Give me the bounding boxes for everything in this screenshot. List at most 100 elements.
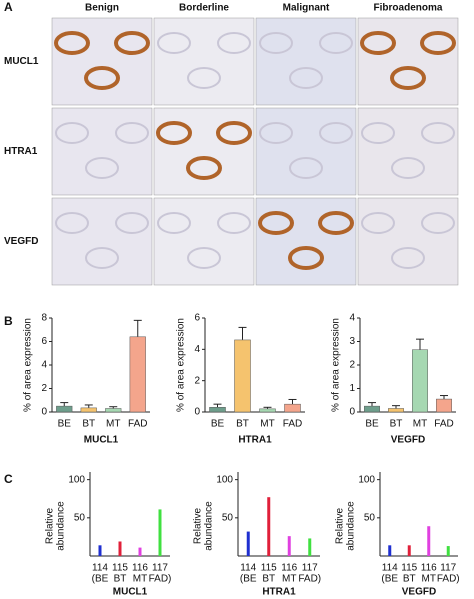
x-axis-title: MUCL1: [84, 435, 119, 446]
bar: [284, 403, 301, 413]
y-axis-title: % of area expression: [331, 318, 342, 412]
tissue-gland: [217, 212, 251, 234]
x-tick-label: 115: [401, 563, 417, 574]
tissue-gland: [318, 211, 354, 235]
tissue-gland: [85, 247, 119, 269]
y-tick-label: 4: [41, 360, 47, 371]
bar: [308, 538, 312, 556]
bar: [234, 339, 251, 413]
tissue-gland: [85, 157, 119, 179]
tissue-gland: [157, 212, 191, 234]
bar: [388, 545, 392, 556]
y-tick-label: 100: [358, 474, 375, 485]
micrograph: [51, 107, 153, 196]
x-tick-sublabel: BT: [403, 574, 416, 585]
tissue-gland: [361, 212, 395, 234]
x-tick-label: MT: [413, 419, 427, 430]
column-header: Borderline: [179, 3, 229, 14]
bar: [105, 408, 122, 413]
y-tick-label: 6: [194, 313, 200, 324]
y-tick-label: 6: [41, 336, 47, 347]
x-tick-label: BE: [58, 419, 72, 430]
x-tick-label: MT: [260, 419, 274, 430]
x-tick-label: BT: [390, 419, 403, 430]
x-tick-sublabel: (BE: [381, 574, 398, 585]
x-tick-sublabel: FAD): [149, 574, 172, 585]
y-tick-label: 0: [194, 407, 200, 418]
tissue-gland: [390, 66, 426, 90]
tissue-gland: [391, 157, 425, 179]
x-tick-label: 115: [261, 563, 277, 574]
x-tick-sublabel: MT: [133, 574, 147, 585]
x-tick-label: BT: [82, 419, 95, 430]
y-tick-label: 2: [194, 375, 200, 386]
x-tick-label: BE: [365, 419, 379, 430]
y-tick-label: 2: [41, 383, 47, 394]
micrograph: [357, 107, 459, 196]
tissue-gland: [115, 212, 149, 234]
x-tick-label: 117: [152, 563, 168, 574]
x-tick-label: 115: [112, 563, 128, 574]
bar: [287, 536, 291, 556]
x-tick-label: 114: [92, 563, 108, 574]
x-tick-label: 116: [421, 563, 437, 574]
tissue-gland: [288, 246, 324, 270]
x-tick-label: FAD: [128, 419, 147, 430]
y-tick-label: 50: [222, 512, 234, 523]
x-axis-title: HTRA1: [262, 587, 296, 598]
bar: [209, 407, 226, 413]
x-axis-title: VEGFD: [402, 587, 436, 598]
y-axis-title: % of area expression: [23, 318, 34, 412]
tissue-gland: [259, 122, 293, 144]
tissue-gland: [216, 121, 252, 145]
bar: [259, 408, 276, 413]
y-tick-label: 3: [349, 336, 355, 347]
micrograph: [153, 197, 255, 286]
tissue-gland: [55, 122, 89, 144]
tissue-gland: [421, 212, 455, 234]
panel-label: A: [4, 0, 13, 14]
x-tick-label: 117: [302, 563, 318, 574]
x-tick-label: 114: [240, 563, 256, 574]
y-axis-title: Relative: [335, 508, 346, 545]
x-axis-title: VEGFD: [391, 435, 425, 446]
x-tick-sublabel: FAD): [298, 574, 321, 585]
y-tick-label: 50: [74, 512, 86, 523]
micrograph: [357, 17, 459, 106]
x-tick-label: BE: [211, 419, 225, 430]
tissue-gland: [156, 121, 192, 145]
y-axis-title: abundance: [204, 501, 215, 551]
tissue-gland: [186, 156, 222, 180]
x-axis-title: MUCL1: [113, 587, 148, 598]
tissue-gland: [289, 67, 323, 89]
tissue-gland: [319, 32, 353, 54]
x-tick-sublabel: (BE: [240, 574, 257, 585]
tissue-gland: [421, 122, 455, 144]
bar: [246, 531, 250, 556]
micrograph: [51, 197, 153, 286]
x-tick-label: FAD: [434, 419, 453, 430]
micrograph: [51, 17, 153, 106]
tissue-gland: [187, 247, 221, 269]
x-tick-label: 117: [440, 563, 456, 574]
tissue-gland: [360, 31, 396, 55]
x-tick-sublabel: FAD): [437, 574, 460, 585]
x-tick-sublabel: MT: [422, 574, 436, 585]
micrograph: [153, 107, 255, 196]
bar: [80, 407, 97, 413]
bar: [364, 405, 380, 413]
bar: [446, 546, 450, 556]
bar: [412, 349, 428, 413]
y-axis-title: Relative: [193, 508, 204, 545]
row-label: HTRA1: [4, 146, 38, 157]
y-axis-title: abundance: [346, 501, 357, 551]
y-axis-title: Relative: [45, 508, 56, 545]
x-tick-label: FAD: [283, 419, 302, 430]
tissue-gland: [157, 32, 191, 54]
bar: [138, 547, 142, 556]
y-tick-label: 4: [194, 344, 200, 355]
tissue-gland: [258, 211, 294, 235]
x-tick-label: MT: [106, 419, 120, 430]
row-label: MUCL1: [4, 56, 39, 67]
row-label: VEGFD: [4, 236, 38, 247]
